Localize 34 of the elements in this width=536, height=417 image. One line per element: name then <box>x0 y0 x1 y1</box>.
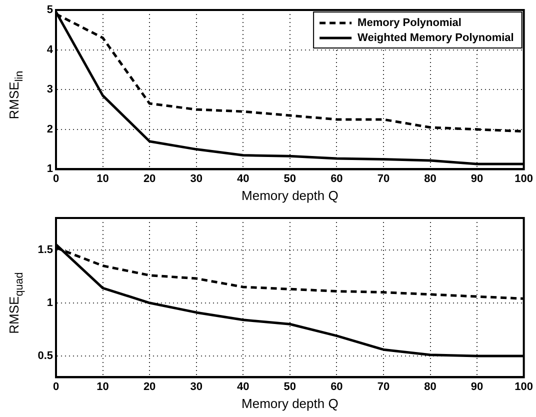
x-tick-label: 20 <box>143 380 156 393</box>
y-tick-label: 0.5 <box>38 350 53 362</box>
x-tick-label: 10 <box>96 380 109 393</box>
x-tick-label: 80 <box>424 380 436 393</box>
x-tick-label: 0 <box>52 380 60 393</box>
x-tick-label: 90 <box>470 380 484 393</box>
x-tick-label: 70 <box>377 380 390 393</box>
y-tick-label: 4 <box>46 44 54 56</box>
x-tick-label: 100 <box>514 380 534 393</box>
x-tick-label: 50 <box>284 172 296 185</box>
x-tick-label: 40 <box>237 172 250 185</box>
x-tick-label: 80 <box>424 172 436 185</box>
x-tick-label: 100 <box>514 172 534 185</box>
x-tick-label: 10 <box>96 172 109 185</box>
y-tick-label: 1 <box>46 163 53 176</box>
x-axis-title: Memory depth Q <box>242 396 338 411</box>
x-tick-label: 90 <box>470 172 484 185</box>
x-tick-label: 30 <box>190 172 202 185</box>
legend-label: Weighted Memory Polynomial <box>358 32 514 44</box>
x-axis-title: Memory depth Q <box>242 188 338 203</box>
x-tick-label: 60 <box>330 380 343 393</box>
x-tick-label: 30 <box>190 380 202 393</box>
y-tick-label: 1.5 <box>38 244 53 256</box>
y-tick-label: 3 <box>46 84 53 96</box>
y-tick-label: 2 <box>46 123 53 136</box>
x-tick-label: 60 <box>330 172 343 185</box>
x-tick-label: 70 <box>377 172 390 185</box>
x-tick-label: 20 <box>143 172 156 185</box>
x-tick-label: 0 <box>52 172 60 185</box>
legend-label: Memory Polynomial <box>358 17 462 30</box>
y-tick-label: 1 <box>46 296 53 309</box>
x-tick-label: 40 <box>237 380 250 393</box>
y-tick-label: 5 <box>46 4 53 16</box>
x-tick-label: 50 <box>284 380 296 393</box>
